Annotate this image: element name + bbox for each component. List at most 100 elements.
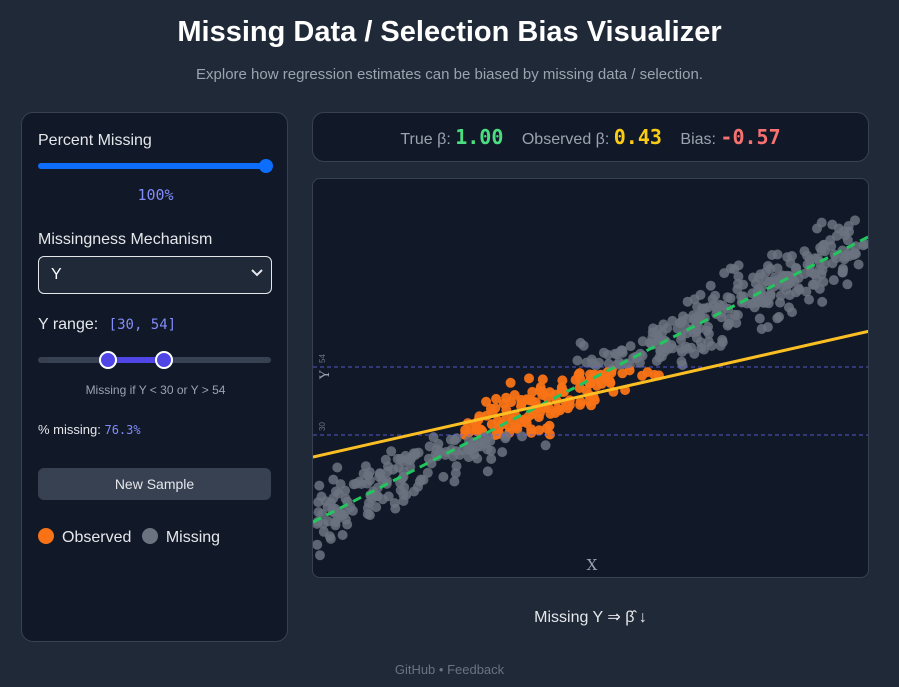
missing-point — [586, 354, 597, 365]
missing-point — [486, 454, 497, 464]
y-range-slider[interactable] — [38, 351, 271, 369]
missing-point — [598, 347, 609, 358]
observed-point — [535, 382, 546, 393]
observed-beta-label: Observed β: — [521, 131, 610, 148]
mechanism-select[interactable]: Y — [38, 256, 272, 294]
missing-point — [325, 497, 336, 508]
y-range-label: Y range: — [38, 316, 99, 333]
y-upper-line-label: 54 — [318, 354, 327, 363]
missing-point — [774, 311, 784, 322]
missing-point — [603, 358, 614, 369]
missing-point — [753, 272, 764, 283]
missing-point — [705, 280, 716, 291]
missing-point — [784, 274, 794, 285]
percent-missing-slider[interactable] — [38, 159, 273, 173]
missing-point — [754, 313, 765, 324]
missing-point — [313, 497, 324, 508]
missing-point — [497, 447, 508, 458]
missing-point — [335, 479, 346, 490]
missing-point — [842, 279, 853, 290]
missing-point — [356, 479, 367, 489]
missing-point — [723, 313, 734, 324]
missing-point — [733, 260, 744, 271]
percent-missing-label: Percent Missing — [38, 132, 152, 149]
percent-missing-slider-thumb[interactable] — [259, 159, 273, 173]
legend-observed-label: Observed — [62, 529, 132, 546]
observed-point — [501, 392, 512, 403]
observed-beta-value: 0.43 — [613, 125, 662, 149]
missing-point — [612, 349, 623, 360]
observed-dot-icon — [38, 528, 54, 544]
missing-point — [480, 438, 491, 449]
missing-point — [804, 294, 814, 305]
missing-point — [717, 337, 728, 348]
page-title: Missing Data / Selection Bias Visualizer — [177, 16, 722, 48]
y-range-value: [30, 54] — [108, 317, 177, 333]
missing-point — [313, 539, 323, 550]
missing-point — [858, 240, 868, 251]
y-lower-line-label: 30 — [318, 422, 327, 431]
chevron-down-icon — [251, 266, 263, 281]
missing-point — [428, 432, 439, 443]
observed-point — [527, 386, 538, 397]
observed-point — [541, 423, 552, 434]
legend-missing-label: Missing — [165, 529, 221, 546]
missing-point — [454, 449, 465, 460]
missing-point — [347, 505, 358, 516]
missing-point — [377, 494, 388, 505]
missing-point — [677, 360, 688, 370]
missing-point — [383, 461, 393, 472]
missing-point — [315, 550, 325, 561]
missing-point — [817, 296, 828, 307]
y-axis-label: Y — [318, 370, 333, 380]
missing-point — [449, 476, 460, 487]
missing-point — [395, 485, 406, 496]
missing-point — [655, 345, 666, 356]
observed-point — [520, 415, 531, 426]
true-beta-label: True β: — [400, 131, 451, 148]
missing-point — [771, 275, 782, 286]
missing-point — [725, 263, 736, 274]
missing-point — [765, 289, 776, 300]
missing-point — [406, 452, 417, 463]
pct-missing-row: % missing: 76.3% — [38, 422, 141, 437]
missing-point — [330, 520, 341, 531]
missing-point — [707, 294, 718, 305]
missing-point — [382, 475, 392, 486]
y-range-fill — [107, 357, 164, 363]
missing-point — [318, 526, 329, 537]
missing-point — [809, 279, 820, 290]
missing-point — [362, 503, 373, 513]
y-range-low-thumb[interactable] — [98, 351, 117, 369]
observed-point — [526, 424, 537, 435]
observed-point — [460, 425, 471, 436]
missing-point — [801, 286, 812, 297]
missing-point — [647, 327, 658, 338]
missing-point — [371, 502, 382, 513]
observed-point — [581, 385, 592, 396]
missing-point — [717, 300, 728, 311]
missing-point — [337, 530, 348, 540]
observed-point — [605, 378, 616, 388]
bias-label: Bias: — [680, 131, 716, 148]
missing-point — [772, 263, 783, 274]
observed-point — [575, 399, 586, 410]
missing-point — [753, 283, 764, 294]
observed-point — [516, 394, 527, 405]
missing-point — [398, 456, 409, 467]
missing-point — [625, 341, 636, 352]
observed-point — [491, 393, 502, 404]
missing-point — [358, 468, 369, 479]
scatter-plot: X Y 54 30 — [312, 178, 869, 578]
missing-point — [681, 328, 692, 339]
missing-point — [517, 431, 528, 442]
missing-point — [482, 466, 493, 477]
new-sample-button[interactable]: New Sample — [38, 468, 271, 500]
missing-point — [816, 245, 827, 256]
missing-point — [686, 342, 697, 353]
footer-links[interactable]: GitHub • Feedback — [394, 662, 505, 677]
scatter-plot-svg: X Y 54 30 — [313, 215, 868, 574]
stats-bar: True β: 1.00 Observed β: 0.43 Bias: -0.5… — [312, 112, 869, 162]
missing-point — [662, 323, 673, 334]
y-range-high-thumb[interactable] — [154, 351, 173, 369]
